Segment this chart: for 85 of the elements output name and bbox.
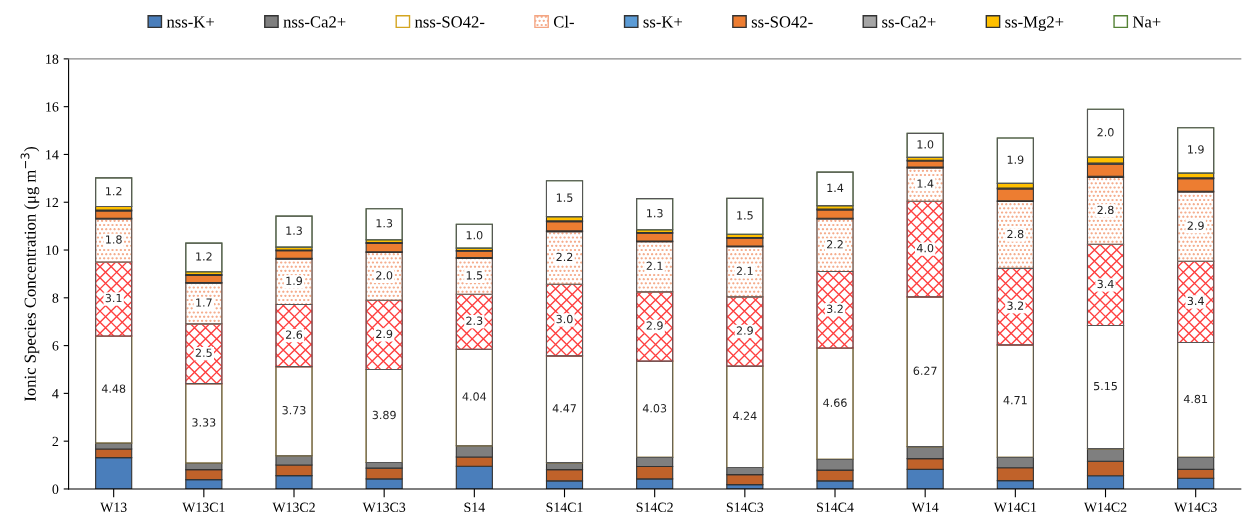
y-axis-title: Ionic Species Concentration (μg m$^{−3}$): [20, 147, 40, 402]
data-label: 4.48: [101, 384, 126, 393]
data-label: 3.33: [192, 418, 216, 427]
y-tick-label: 10: [46, 245, 59, 255]
data-label: 1.5: [466, 271, 483, 280]
data-label: 2.8: [1097, 205, 1114, 215]
x-tick-label: W13C2: [272, 502, 315, 512]
data-label: 1.4: [917, 179, 934, 188]
data-label: 2.9: [376, 329, 393, 339]
y-tick-label: 2: [52, 436, 59, 446]
x-tick-label: W14C2: [1083, 502, 1127, 512]
y-tick-label: 18: [46, 54, 59, 64]
x-tick-label: W14C3: [1174, 502, 1217, 512]
legend-label: nss-Ca2+: [283, 16, 346, 28]
data-label: 4.04: [462, 392, 487, 401]
data-label: 2.2: [556, 252, 573, 261]
data-label: 3.4: [1187, 296, 1204, 306]
data-label: 2.1: [646, 261, 663, 270]
y-tick-label: 16: [46, 102, 59, 112]
y-tick-label: 0: [52, 484, 59, 494]
legend-label: nss-SO42-: [414, 16, 485, 28]
data-label: 4.66: [823, 398, 847, 407]
legend-label: ss-Mg2+: [1005, 16, 1064, 31]
data-label: 2.9: [736, 326, 753, 335]
data-label: 1.9: [286, 276, 303, 286]
data-label: 4.47: [552, 404, 576, 413]
data-label: 4.03: [642, 404, 667, 413]
data-label: 3.73: [282, 406, 306, 415]
data-label: 4.71: [1003, 396, 1027, 405]
data-label: 3.89: [372, 410, 396, 420]
data-label: 1.9: [1007, 155, 1024, 164]
data-label: 2.1: [736, 266, 753, 275]
data-label: 2.2: [826, 240, 843, 249]
data-label: 1.8: [106, 235, 122, 244]
data-label: 1.2: [106, 187, 122, 196]
y-tick-label: 14: [46, 150, 59, 160]
data-label: 4.81: [1183, 394, 1208, 404]
legend-label: ss-K+: [643, 16, 683, 28]
data-label: 3.4: [1097, 279, 1114, 289]
data-label: 4.24: [733, 411, 757, 420]
x-tick-label: W14: [911, 502, 939, 512]
data-label: 1.5: [737, 211, 753, 220]
data-label: 1.4: [827, 183, 844, 192]
y-tick-label: 6: [52, 341, 59, 351]
data-label: 2.3: [466, 316, 483, 325]
legend-label: Na+: [1132, 16, 1161, 28]
y-tick-label: 4: [52, 389, 59, 399]
data-label: 2.9: [1187, 221, 1204, 230]
x-tick-label: S14C2: [636, 502, 673, 512]
data-label: 3.2: [827, 304, 843, 313]
legend-label: ss-SO42-: [751, 16, 813, 28]
data-label: 3.1: [105, 293, 122, 303]
data-label: 3.2: [1007, 301, 1024, 310]
legend-label: Cl-: [553, 15, 574, 28]
x-tick-label: W13C3: [362, 502, 406, 512]
data-label: 1.2: [196, 252, 212, 261]
x-tick-label: S14C1: [546, 502, 583, 512]
data-label: 1.5: [556, 193, 573, 202]
legend-label: ss-Ca2+: [882, 16, 936, 28]
data-label: 1.0: [917, 140, 934, 149]
data-label: 2.6: [285, 330, 303, 339]
x-tick-label: W13C1: [182, 502, 225, 512]
y-tick-label: 8: [52, 293, 59, 303]
y-tick-label: 12: [46, 197, 59, 208]
data-label: 1.0: [466, 230, 483, 240]
data-label: 1.3: [647, 209, 663, 218]
data-label: 2.5: [195, 348, 212, 357]
x-tick-label: W13: [100, 502, 127, 512]
legend-label: nss-K+: [166, 16, 214, 28]
data-label: 3.0: [556, 314, 573, 324]
data-label: 2.9: [646, 321, 663, 330]
x-tick-label: W14C1: [993, 502, 1037, 512]
data-label: 2.8: [1007, 229, 1024, 239]
data-label: 6.27: [913, 366, 937, 375]
data-label: 1.3: [286, 226, 302, 235]
data-label: 4.0: [916, 243, 934, 253]
data-label: 1.7: [196, 298, 212, 307]
data-label: 1.3: [376, 219, 393, 228]
data-label: 2.0: [376, 271, 393, 280]
data-label: 5.15: [1094, 382, 1117, 391]
data-label: 1.9: [1188, 145, 1204, 154]
x-tick-label: S14: [464, 502, 485, 512]
x-tick-label: S14C3: [726, 502, 764, 512]
data-label: 2.0: [1097, 128, 1114, 137]
x-tick-label: S14C4: [817, 502, 854, 512]
